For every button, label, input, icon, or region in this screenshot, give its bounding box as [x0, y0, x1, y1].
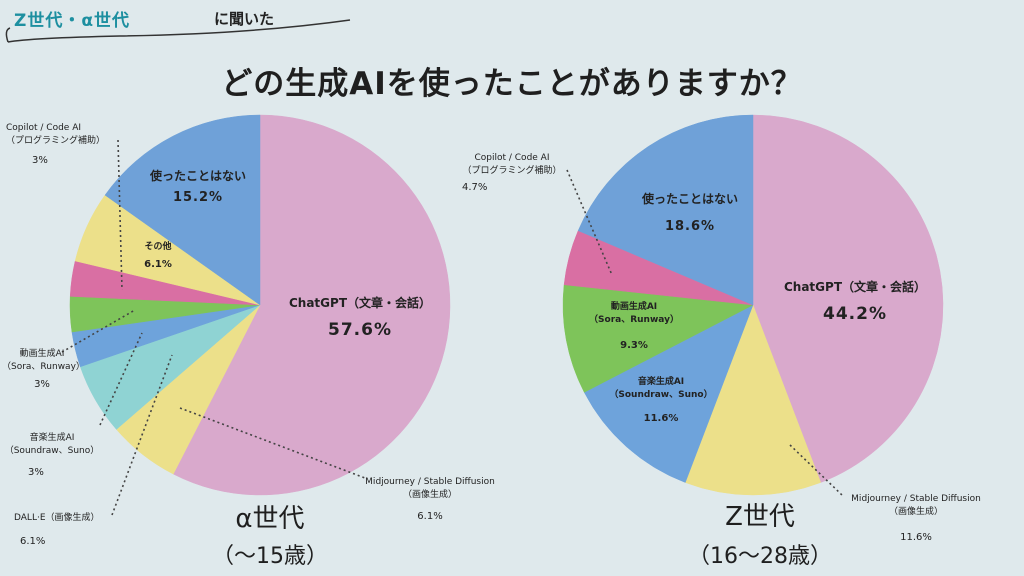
alpha-slice-7	[104, 114, 261, 306]
chart-subtitle-z: （16～28歳）	[688, 544, 832, 569]
header-tag-suffix: に聞いた	[214, 10, 275, 28]
label-copilot-z: Copilot / Code AI （プログラミング補助） 4.7%	[462, 153, 562, 193]
label-never-z: 使ったことはない 18.6%	[641, 192, 738, 234]
leader-mj-z	[789, 444, 843, 496]
label-video-alpha: 動画生成AI （Sora、Runway） 3%	[2, 349, 85, 390]
label-video-z: 動画生成AI （Sora、Runway） 9.3%	[589, 302, 679, 351]
leader-copilot-z	[566, 169, 613, 276]
z-slice-3	[562, 284, 754, 393]
z-slice-0	[752, 114, 944, 483]
label-dalle-alpha: DALL·E（画像生成） 6.1%	[14, 513, 100, 547]
leader-lines	[61, 139, 843, 516]
chart-subtitle-alpha: （～15歳）	[212, 544, 328, 569]
chart-title-alpha: α世代	[235, 504, 305, 534]
header-underline-curve	[5, 19, 351, 43]
pie-alpha	[69, 114, 451, 496]
z-slice-1	[684, 304, 822, 496]
label-music-alpha: 音楽生成AI （Soundraw、Suno） 3%	[4, 433, 100, 478]
pie-z	[562, 114, 944, 496]
leader-dalle-alpha	[111, 354, 173, 516]
header-tag: Z世代・α世代	[14, 11, 131, 31]
page-title: どの生成AIを使ったことがありますか？	[221, 66, 803, 102]
leader-video-alpha	[61, 309, 136, 353]
label-mj-alpha: Midjourney / Stable Diffusion （画像生成） 6.1…	[365, 477, 495, 522]
leader-copilot-alpha	[117, 139, 123, 291]
label-never-alpha: 使ったことはない 15.2%	[149, 169, 246, 205]
label-chatgpt-z: ChatGPT（文章・会話） 44.2%	[783, 280, 926, 324]
z-slice-5	[577, 114, 754, 306]
chart-title-z: Z世代	[725, 502, 795, 532]
label-copilot-alpha: Copilot / Code AI （プログラミング補助） 3%	[6, 123, 106, 166]
z-slice-2	[583, 304, 754, 483]
alpha-slice-0	[172, 114, 451, 496]
label-other-alpha: その他 6.1%	[144, 242, 172, 270]
label-music-z: 音楽生成AI （Soundraw、Suno） 11.6%	[609, 377, 713, 424]
label-mj-z: Midjourney / Stable Diffusion （画像生成） 11.…	[851, 494, 981, 543]
leader-music-alpha	[99, 332, 143, 426]
label-chatgpt-alpha: ChatGPT（文章・会話） 57.6%	[288, 296, 431, 340]
